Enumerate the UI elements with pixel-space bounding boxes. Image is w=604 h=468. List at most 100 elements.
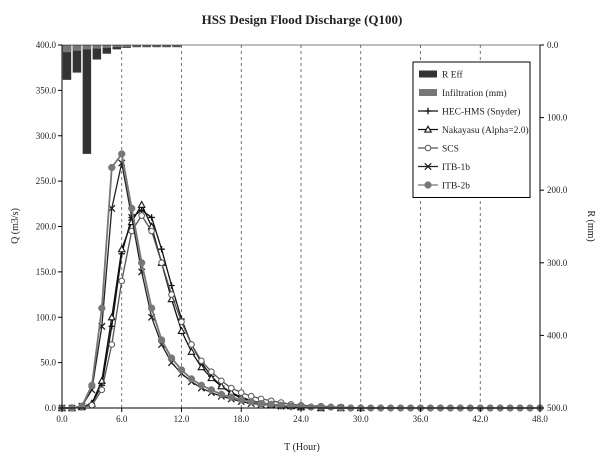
x-tick-label: 30.0 xyxy=(353,414,369,424)
y-tick-label: 250.0 xyxy=(36,176,57,186)
legend-item: HEC-HMS (Snyder) xyxy=(418,107,520,118)
point-marker xyxy=(158,245,165,253)
bar-infiltration xyxy=(62,45,72,53)
bar-infiltration xyxy=(122,45,131,48)
bar-r-eff xyxy=(72,45,82,73)
legend-item: ITB-2b xyxy=(418,181,470,192)
y-tick-label: 150.0 xyxy=(36,267,57,277)
y-tick-label: 400.0 xyxy=(36,40,57,50)
y2-tick-label: 400.0 xyxy=(547,330,568,340)
legend-label: R Eff xyxy=(442,70,464,81)
legend-swatch xyxy=(419,70,437,78)
point-marker xyxy=(287,402,295,410)
tick-labels: 0.0 6.0 12.0 18.0 24.0 30.0 36.0 42.0 48.0 0.0 50.… xyxy=(36,40,568,424)
point-marker xyxy=(148,227,155,235)
point-marker xyxy=(137,200,146,208)
point-marker xyxy=(157,336,166,344)
legend-item: SCS xyxy=(418,145,459,155)
bar-infiltration xyxy=(162,45,171,47)
point-marker xyxy=(188,341,195,348)
point-marker xyxy=(117,244,126,253)
point-marker xyxy=(217,390,225,399)
point-marker xyxy=(168,291,175,298)
point-marker xyxy=(327,403,335,411)
x-tick-label: 12.0 xyxy=(174,414,190,424)
point-marker xyxy=(158,259,165,267)
bar-r-eff xyxy=(82,45,92,154)
legend-label: ITB-2b xyxy=(442,182,470,192)
y-tick-label: 100.0 xyxy=(36,312,57,322)
bar-infiltration xyxy=(92,45,102,49)
y-axis-label: Q (m3/s) xyxy=(10,208,21,244)
point-marker xyxy=(167,354,176,362)
point-marker xyxy=(307,403,315,411)
point-marker xyxy=(217,381,226,390)
x-tick-label: 0.0 xyxy=(56,414,68,424)
point-marker xyxy=(118,277,126,285)
legend-label: SCS xyxy=(442,145,459,155)
point-marker xyxy=(227,393,235,401)
point-marker xyxy=(108,341,116,348)
legend-label: HEC-HMS (Snyder) xyxy=(442,107,520,118)
point-marker xyxy=(108,323,115,330)
point-marker xyxy=(177,326,186,334)
rainfall-bars xyxy=(62,45,181,154)
x-tick-label: 18.0 xyxy=(233,414,249,424)
legend-item: Nakayasu (Alpha=2.0) xyxy=(418,125,529,136)
y-tick-label: 300.0 xyxy=(36,131,57,141)
bar-r-eff xyxy=(102,45,112,54)
y-tick-label: 200.0 xyxy=(36,222,57,232)
point-marker xyxy=(98,304,106,312)
point-marker xyxy=(108,163,116,172)
point-marker xyxy=(187,347,196,355)
point-marker xyxy=(237,396,245,404)
legend-item: Infiltration (mm) xyxy=(419,88,507,99)
point-marker xyxy=(148,214,155,221)
point-marker xyxy=(424,181,432,189)
legend-label: Infiltration (mm) xyxy=(442,88,507,99)
y2-tick-label: 500.0 xyxy=(547,403,568,413)
point-marker xyxy=(98,386,106,394)
point-marker xyxy=(424,144,432,152)
point-marker xyxy=(88,401,96,409)
bar-infiltration xyxy=(102,45,112,48)
legend-item: R Eff xyxy=(419,70,464,81)
y-tick-label: 0.0 xyxy=(45,403,57,413)
y2-tick-label: 300.0 xyxy=(547,258,568,268)
point-marker xyxy=(138,212,145,219)
bar-infiltration xyxy=(132,45,141,47)
y2-axis-label: R (mm) xyxy=(585,210,596,241)
y2-tick-label: 100.0 xyxy=(547,113,568,123)
point-marker xyxy=(237,389,245,396)
point-marker xyxy=(247,397,255,406)
y2-tick-label: 200.0 xyxy=(547,185,568,195)
point-marker xyxy=(138,259,146,267)
x-tick-label: 36.0 xyxy=(413,414,429,424)
point-marker xyxy=(187,375,196,383)
bar-infiltration xyxy=(152,45,161,47)
bar-infiltration xyxy=(112,45,122,48)
legend-item: ITB-1b xyxy=(418,162,470,173)
x-tick-label: 42.0 xyxy=(472,414,488,424)
legend-label: Nakayasu (Alpha=2.0) xyxy=(442,125,529,136)
bar-r-eff xyxy=(92,45,102,60)
point-marker xyxy=(168,282,175,289)
axes xyxy=(58,44,544,412)
point-marker xyxy=(197,381,206,389)
point-marker xyxy=(267,400,275,409)
point-marker xyxy=(208,368,215,376)
chart-title: HSS Design Flood Discharge (Q100) xyxy=(202,12,403,27)
point-marker xyxy=(147,304,156,312)
bar-infiltration xyxy=(82,45,92,50)
point-marker xyxy=(207,386,216,394)
point-marker xyxy=(118,150,126,158)
point-marker xyxy=(207,373,216,382)
y-tick-label: 350.0 xyxy=(36,85,57,95)
legend: R Eff Infiltration (mm) HEC-HMS (Snyder) Na… xyxy=(412,61,531,198)
x-tick-label: 24.0 xyxy=(293,414,309,424)
point-marker xyxy=(178,318,185,326)
point-marker xyxy=(277,401,285,409)
legend-swatch xyxy=(419,89,437,96)
point-marker xyxy=(197,362,206,371)
